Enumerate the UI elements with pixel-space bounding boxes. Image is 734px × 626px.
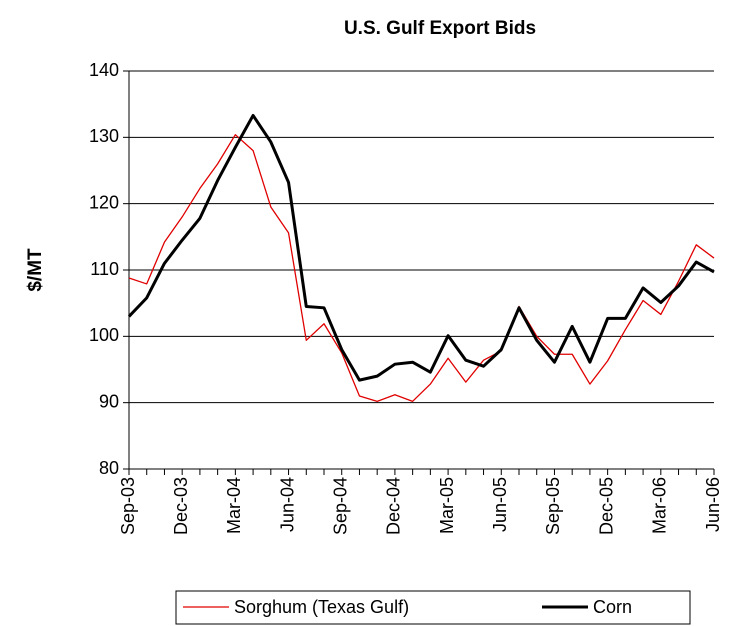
legend-label: Sorghum (Texas Gulf)	[234, 597, 409, 617]
x-tick-label: Jun-05	[490, 477, 510, 532]
x-tick-label: Jun-04	[277, 477, 297, 532]
y-tick-label: 80	[99, 458, 119, 478]
x-tick-label: Mar-05	[437, 477, 457, 534]
y-axis-label: $/MT	[25, 248, 46, 292]
legend-label: Corn	[593, 597, 632, 617]
x-tick-label: Jun-06	[703, 477, 723, 532]
x-tick-label: Mar-04	[224, 477, 244, 534]
y-tick-label: 90	[99, 391, 119, 411]
y-tick-label: 130	[89, 126, 119, 146]
x-tick-label: Dec-03	[171, 477, 191, 535]
x-tick-label: Sep-05	[543, 477, 563, 535]
legend-box	[175, 590, 691, 625]
y-tick-label: 110	[90, 259, 119, 279]
x-tick-label: Sep-04	[330, 477, 350, 535]
data-line	[127, 113, 715, 382]
x-tick-label: Sep-03	[118, 477, 138, 535]
y-tick-label: 100	[89, 325, 119, 345]
x-tick-label: Mar-06	[650, 477, 670, 534]
y-tick-label: 140	[89, 60, 119, 80]
x-tick-label: Dec-04	[384, 477, 404, 535]
data-line	[128, 134, 715, 402]
y-tick-label: 120	[89, 192, 119, 212]
chart-title: U.S. Gulf Export Bids	[344, 18, 536, 39]
x-tick-label: Dec-05	[596, 477, 616, 535]
